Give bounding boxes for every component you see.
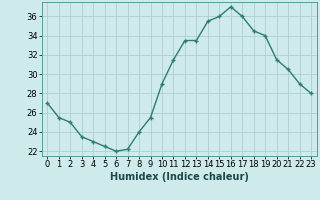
X-axis label: Humidex (Indice chaleur): Humidex (Indice chaleur): [110, 172, 249, 182]
